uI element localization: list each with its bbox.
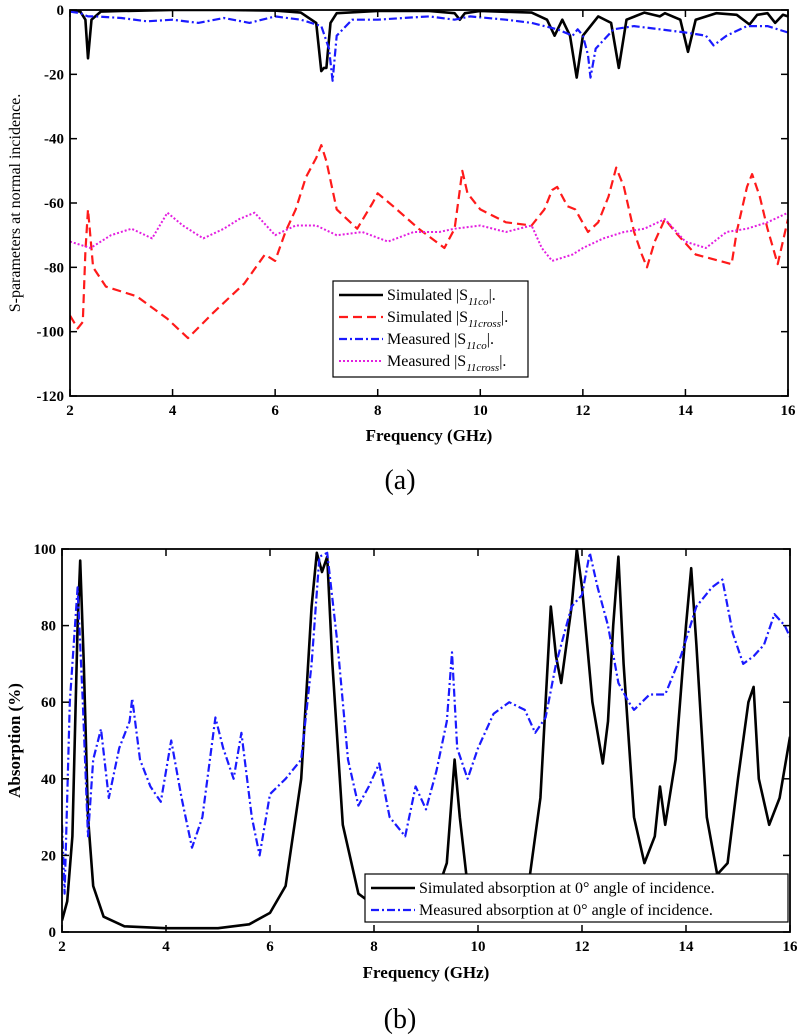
y-tick-label: -100: [37, 325, 65, 341]
y-tick-label: 20: [41, 848, 56, 864]
y-tick-label: 80: [41, 619, 56, 635]
x-tick-label: 6: [266, 939, 274, 955]
x-tick-label: 16: [783, 939, 799, 955]
legend-subscript: 11co: [468, 296, 489, 308]
x-tick-label: 14: [679, 939, 695, 955]
x-tick-label: 6: [271, 403, 279, 419]
legend-label-4: Measured |S11cross|.: [387, 353, 506, 374]
legend-text: Measured |S: [387, 353, 466, 370]
y-tick-label: 40: [41, 772, 56, 788]
x-tick-label: 4: [169, 403, 177, 419]
x-tick-label: 10: [473, 403, 488, 419]
legend-label-1: Simulated absorption at 0° angle of inci…: [419, 880, 715, 897]
legend-label-1: Simulated |S11co|.: [387, 287, 496, 308]
y-tick-label: -20: [44, 67, 64, 83]
x-tick-label: 14: [678, 403, 694, 419]
series-line-2: [62, 551, 790, 895]
y-tick-label: -40: [44, 132, 64, 148]
y-tick-label: 100: [34, 542, 57, 558]
y-tick-label: 0: [57, 3, 65, 19]
legend-label-2: Measured absorption at 0° angle of incid…: [419, 902, 713, 919]
chart-a: 2 4 6 8 10 12 14 16 0 -20 -40 -60 -80 -100 -120 Frequen…: [7, 3, 796, 496]
y-tick-label: -120: [37, 389, 65, 405]
legend-tail: |.: [499, 353, 506, 370]
legend-box: [332, 280, 529, 378]
legend-subscript: 11cross: [468, 318, 501, 330]
series-line-1: [62, 549, 790, 930]
x-axis-label: Frequency (GHz): [363, 963, 490, 982]
legend-box: [364, 873, 789, 923]
panel-label: (b): [384, 1004, 417, 1035]
y-axis-label: S-parameters at normal incidence.: [7, 94, 24, 313]
chart-b: 2 4 6 8 10 12 14 16 0 20 40 60 80 100 Frequency (GHz) A…: [5, 542, 798, 1035]
x-tick-label: 8: [370, 939, 378, 955]
x-tick-label: 10: [471, 939, 486, 955]
legend-tail: |.: [487, 331, 494, 348]
x-axis-label: Frequency (GHz): [366, 426, 493, 445]
legend-label-2: Simulated |S11cross|.: [387, 309, 508, 330]
series-line-4: [70, 211, 788, 262]
x-tick-label: 8: [374, 403, 382, 419]
y-tick-label: -80: [44, 260, 64, 276]
legend-text: Measured |S: [387, 331, 466, 348]
panel-label: (a): [384, 465, 415, 496]
y-tick-label: -60: [44, 196, 64, 212]
series-line-1: [70, 10, 788, 79]
series-line-3: [70, 10, 788, 82]
x-tick-label: 12: [575, 939, 590, 955]
x-tick-label: 2: [66, 403, 74, 419]
legend: Simulated absorption at 0° angle of inci…: [364, 873, 789, 923]
y-axis-label: Absorption (%): [5, 683, 24, 798]
y-tick-label: 0: [49, 925, 57, 941]
x-tick-label: 4: [162, 939, 170, 955]
legend-text: Simulated |S: [387, 309, 468, 326]
series-line-2: [70, 144, 788, 340]
legend-subscript: 11cross: [466, 362, 499, 374]
legend-text: Simulated |S: [387, 287, 468, 304]
x-tick-label: 16: [781, 403, 797, 419]
axes-box: [61, 548, 791, 933]
x-tick-label: 12: [575, 403, 590, 419]
legend-label-3: Measured |S11co|.: [387, 331, 494, 352]
y-tick-label: 60: [41, 695, 56, 711]
legend-tail: |.: [501, 309, 508, 326]
x-tick-label: 2: [58, 939, 66, 955]
legend: Simulated |S11co|.Simulated |S11cross|.M…: [332, 280, 529, 378]
legend-subscript: 11co: [466, 340, 487, 352]
legend-tail: |.: [489, 287, 496, 304]
